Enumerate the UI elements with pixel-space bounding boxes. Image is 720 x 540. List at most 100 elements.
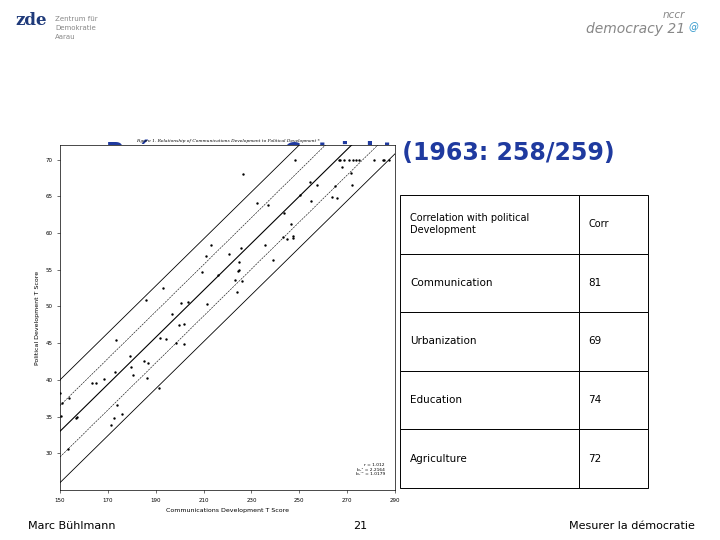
- Point: [205, 240, 217, 249]
- Point: [63, 445, 74, 454]
- Point: [279, 209, 290, 218]
- Point: [142, 359, 153, 367]
- Point: [281, 235, 292, 244]
- Bar: [400, 195, 579, 254]
- Text: zde: zde: [15, 12, 47, 29]
- Text: Corr: Corr: [588, 219, 609, 230]
- Point: [251, 199, 263, 207]
- Text: Zentrum für
Demokratie
Aarau: Zentrum für Demokratie Aarau: [55, 16, 98, 40]
- Point: [91, 378, 102, 387]
- Point: [305, 197, 317, 206]
- Point: [200, 252, 212, 261]
- Point: [289, 156, 301, 164]
- Point: [378, 156, 390, 164]
- Bar: [400, 429, 579, 488]
- Point: [178, 340, 189, 348]
- Bar: [579, 371, 648, 429]
- Point: [304, 177, 315, 186]
- Point: [259, 241, 271, 249]
- Point: [176, 299, 187, 307]
- Text: 21: 21: [353, 521, 367, 531]
- Bar: [400, 371, 579, 429]
- Bar: [579, 195, 648, 254]
- Point: [338, 156, 349, 164]
- Point: [138, 356, 150, 365]
- Text: Mesurer la démocratie: Mesurer la démocratie: [569, 521, 695, 531]
- Point: [109, 367, 121, 376]
- Text: 81: 81: [588, 278, 602, 288]
- Point: [347, 156, 359, 164]
- Point: [287, 233, 299, 242]
- Text: Précurseurs: Cutright (1963: 258/259): Précurseurs: Cutright (1963: 258/259): [106, 139, 614, 165]
- X-axis label: Communications Development T Score: Communications Development T Score: [166, 508, 289, 513]
- Text: Agriculture: Agriculture: [410, 454, 468, 464]
- Point: [140, 296, 151, 305]
- Title: Figure 1. Relationship of Communications Development to Political Development *: Figure 1. Relationship of Communications…: [135, 139, 320, 143]
- Bar: [400, 254, 579, 312]
- Point: [312, 181, 323, 190]
- Text: democracy 21: democracy 21: [586, 22, 685, 36]
- Point: [346, 168, 357, 177]
- Point: [161, 335, 172, 343]
- Point: [155, 334, 166, 342]
- Point: [99, 374, 110, 383]
- Point: [179, 320, 190, 328]
- Point: [116, 410, 127, 418]
- Bar: [400, 312, 579, 371]
- Point: [201, 299, 212, 308]
- Text: 74: 74: [588, 395, 602, 405]
- Point: [55, 412, 67, 421]
- Point: [63, 394, 75, 402]
- Point: [235, 244, 247, 253]
- Point: [233, 266, 245, 274]
- Point: [56, 399, 68, 407]
- Point: [237, 170, 248, 178]
- Point: [158, 284, 169, 292]
- Point: [333, 156, 345, 164]
- Point: [377, 156, 389, 164]
- Point: [55, 389, 66, 397]
- Text: Education: Education: [410, 395, 462, 405]
- Point: [229, 275, 240, 284]
- Point: [267, 255, 279, 264]
- Point: [108, 413, 120, 422]
- Point: [142, 374, 153, 382]
- Point: [237, 276, 248, 285]
- Point: [112, 401, 123, 409]
- Point: [285, 219, 297, 228]
- Point: [287, 232, 298, 240]
- Text: 72: 72: [588, 454, 602, 464]
- Text: 69: 69: [588, 336, 602, 347]
- Point: [111, 335, 122, 344]
- Point: [329, 182, 341, 191]
- Text: Marc Bühlmann: Marc Bühlmann: [28, 521, 115, 531]
- Point: [354, 156, 365, 164]
- Text: nccr: nccr: [662, 10, 685, 20]
- Text: @: @: [688, 22, 698, 32]
- Bar: [579, 429, 648, 488]
- Point: [127, 370, 139, 379]
- Point: [171, 339, 182, 347]
- Point: [166, 310, 178, 319]
- Point: [351, 156, 362, 164]
- Point: [125, 362, 137, 371]
- Point: [336, 163, 348, 171]
- Point: [153, 383, 165, 392]
- Text: Correlation with political
Development: Correlation with political Development: [410, 213, 529, 235]
- Point: [70, 414, 81, 422]
- Point: [71, 413, 83, 422]
- Point: [231, 288, 243, 297]
- Point: [262, 200, 274, 209]
- Point: [223, 250, 235, 259]
- Text: Urbanization: Urbanization: [410, 336, 477, 347]
- Text: r = 1.012
bᵧˣ = 2.2164
bᵧ’ˣ = 1.0179: r = 1.012 bᵧˣ = 2.2164 bᵧ’ˣ = 1.0179: [356, 463, 385, 476]
- Point: [86, 378, 98, 387]
- Point: [383, 156, 395, 164]
- Point: [368, 156, 379, 164]
- Point: [233, 258, 245, 267]
- Y-axis label: Political Development T Score: Political Development T Score: [35, 271, 40, 365]
- Point: [326, 193, 338, 201]
- Bar: [579, 312, 648, 371]
- Text: Communication: Communication: [410, 278, 492, 288]
- Point: [173, 321, 184, 329]
